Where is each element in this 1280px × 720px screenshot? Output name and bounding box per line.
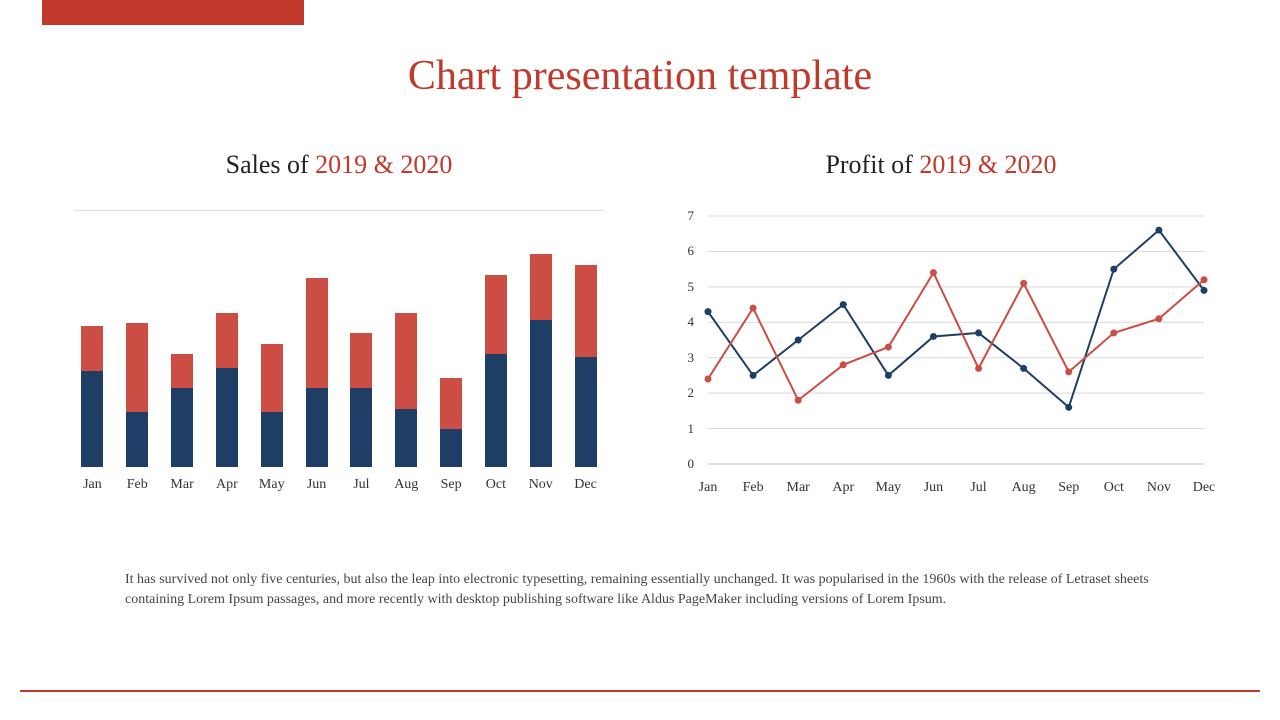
bar-segment (261, 412, 283, 467)
bar-x-label: Mar (170, 477, 193, 493)
line-y-label: 5 (688, 279, 695, 295)
bar-x-label: Jul (353, 477, 369, 493)
line-y-label: 7 (688, 208, 695, 224)
line-x-label: Mar (787, 480, 810, 496)
bar-x-label: Jun (307, 477, 326, 493)
charts-row: Sales of 2019 & 2020 JanFebMarAprMayJunJ… (70, 150, 1210, 540)
bar-chart-panel: Sales of 2019 & 2020 JanFebMarAprMayJunJ… (70, 150, 608, 540)
line-x-labels: JanFebMarAprMayJunJulAugSepOctNovDec (702, 474, 1210, 500)
bar-segment (81, 326, 103, 371)
bar-segment (126, 323, 148, 412)
bar-segment (485, 275, 507, 354)
bar-segment (171, 388, 193, 467)
line-plot-wrap (702, 210, 1210, 470)
bar-segment (216, 368, 238, 467)
slide: Chart presentation template Sales of 201… (0, 0, 1280, 720)
bar-segment (216, 313, 238, 368)
bottom-rule (20, 690, 1260, 692)
bar-x-label: Sep (441, 477, 462, 493)
bar-chart-title-accent: 2019 & 2020 (315, 150, 452, 179)
bar-x-label: Dec (574, 477, 597, 493)
bar-segment (306, 388, 328, 467)
bar-segment (171, 354, 193, 388)
line-y-labels: 0 1 2 3 4 5 6 7 (672, 210, 698, 470)
line-chart-title-prefix: Profit of (825, 150, 919, 179)
bar-segment (306, 278, 328, 388)
bar-segment (350, 388, 372, 467)
top-accent-bar (42, 0, 304, 25)
bar-x-label: Apr (216, 477, 238, 493)
bar-segment (395, 409, 417, 467)
line-x-label: Dec (1193, 480, 1216, 496)
line-x-label: Nov (1147, 480, 1171, 496)
page-title: Chart presentation template (0, 52, 1280, 100)
line-x-label: Aug (1012, 480, 1036, 496)
line-x-label: Jan (699, 480, 718, 496)
bar-segment (530, 254, 552, 319)
bar-chart-underline (74, 210, 604, 211)
bar-segment (440, 429, 462, 467)
line-y-label: 0 (688, 456, 695, 472)
bar-x-label: May (259, 477, 285, 493)
line-x-label: Jul (970, 480, 986, 496)
line-x-label: May (876, 480, 902, 496)
line-x-label: Apr (832, 480, 854, 496)
line-y-label: 2 (688, 385, 695, 401)
line-chart-title: Profit of 2019 & 2020 (672, 150, 1210, 180)
line-svg (702, 210, 1210, 470)
bar-segment (350, 333, 372, 388)
line-chart-title-accent: 2019 & 2020 (919, 150, 1056, 179)
bar-segment (485, 354, 507, 467)
bar-x-labels: Jan Feb Mar Apr May Jun Jul Aug Sep Oct Nov Dec (70, 471, 608, 497)
line-y-label: 4 (688, 314, 695, 330)
bar-segment (261, 344, 283, 413)
description-text: It has survived not only five centuries,… (125, 570, 1155, 611)
bar-chart-title-prefix: Sales of (226, 150, 316, 179)
line-y-label: 3 (688, 350, 695, 366)
line-y-label: 1 (688, 421, 695, 437)
bar-segment (440, 378, 462, 429)
bar-plot (70, 227, 608, 467)
bar-segment (575, 357, 597, 467)
line-x-label: Jun (924, 480, 943, 496)
bar-segment (126, 412, 148, 467)
bar-segment (530, 320, 552, 467)
line-x-label: Oct (1104, 480, 1124, 496)
line-x-label: Feb (743, 480, 764, 496)
bar-x-label: Nov (529, 477, 553, 493)
line-chart-area: 0 1 2 3 4 5 6 7 Jan Feb Mar Apr May Jun Jul Aug Sep Oct N… (672, 210, 1210, 500)
bar-x-label: Feb (127, 477, 148, 493)
line-y-label: 6 (688, 243, 695, 259)
bar-x-label: Oct (486, 477, 506, 493)
line-x-label: Sep (1058, 480, 1079, 496)
bar-x-label: Jan (83, 477, 102, 493)
bar-chart-area: Jan Feb Mar Apr May Jun Jul Aug Sep Oct Nov Dec (70, 227, 608, 497)
line-chart-panel: Profit of 2019 & 2020 0 1 2 3 4 5 6 7 Jan Feb Mar… (672, 150, 1210, 540)
bar-chart-title: Sales of 2019 & 2020 (70, 150, 608, 180)
bar-segment (575, 265, 597, 358)
bar-segment (81, 371, 103, 467)
bar-segment (395, 313, 417, 409)
bar-x-label: Aug (394, 477, 418, 493)
